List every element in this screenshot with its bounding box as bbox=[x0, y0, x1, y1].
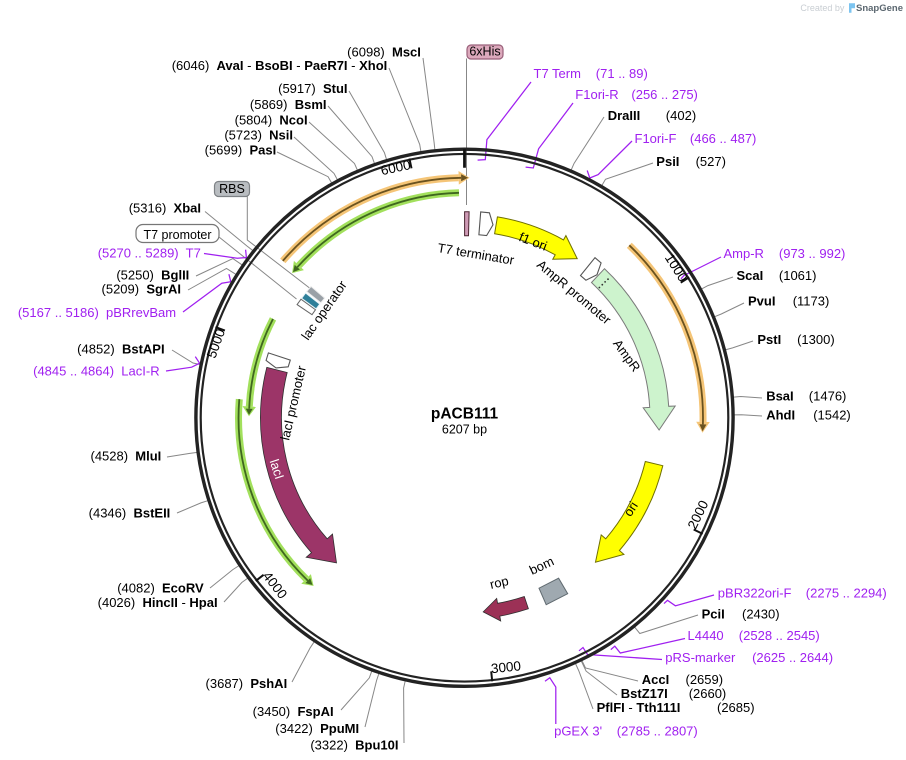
svg-text:(4082) EcoRV: (4082) EcoRV bbox=[117, 581, 204, 596]
svg-text:(5917) StuI: (5917) StuI bbox=[278, 81, 347, 96]
svg-text:(4026) HincII - HpaI: (4026) HincII - HpaI bbox=[98, 595, 218, 610]
svg-text:pGEX 3': pGEX 3' bbox=[554, 724, 602, 739]
svg-text:SnapGene: SnapGene bbox=[856, 3, 903, 14]
svg-text:(1061): (1061) bbox=[779, 268, 817, 283]
svg-text:(5869) BsmI: (5869) BsmI bbox=[250, 97, 327, 112]
svg-text:pRS-marker: pRS-marker bbox=[665, 650, 736, 665]
svg-text:ScaI: ScaI bbox=[737, 268, 764, 283]
svg-text:6207 bp: 6207 bp bbox=[442, 423, 487, 437]
svg-text:(3422) PpuMI: (3422) PpuMI bbox=[275, 721, 359, 736]
svg-text:3000: 3000 bbox=[490, 658, 521, 676]
svg-text:(1542): (1542) bbox=[813, 408, 851, 423]
svg-text:(4528) MluI: (4528) MluI bbox=[90, 449, 161, 464]
svg-text:6000: 6000 bbox=[379, 157, 412, 178]
svg-text:(6098) MscI: (6098) MscI bbox=[347, 45, 421, 60]
svg-text:PstI: PstI bbox=[757, 332, 781, 347]
svg-text:RBS: RBS bbox=[219, 182, 245, 196]
svg-text:(466 .. 487): (466 .. 487) bbox=[690, 131, 757, 146]
svg-text:(4845 .. 4864) LacI-R: (4845 .. 4864) LacI-R bbox=[33, 364, 159, 379]
svg-text:AccI: AccI bbox=[642, 672, 669, 687]
svg-text:6xHis: 6xHis bbox=[469, 45, 500, 59]
svg-text:Created by: Created by bbox=[800, 3, 845, 13]
svg-text:(5804) NcoI: (5804) NcoI bbox=[235, 113, 308, 128]
svg-text:F1ori-R: F1ori-R bbox=[575, 87, 618, 102]
svg-text:(1173): (1173) bbox=[793, 294, 830, 309]
svg-text:pACB111: pACB111 bbox=[431, 406, 499, 423]
svg-text:(527): (527) bbox=[696, 154, 726, 169]
svg-text:L4440: L4440 bbox=[688, 628, 724, 643]
svg-text:(2659): (2659) bbox=[686, 672, 724, 687]
svg-text:(3687) PshAI: (3687) PshAI bbox=[206, 676, 288, 691]
svg-text:PsiI: PsiI bbox=[656, 154, 679, 169]
svg-text:(5270 .. 5289) T7: (5270 .. 5289) T7 bbox=[98, 246, 201, 261]
svg-text:(2528 .. 2545): (2528 .. 2545) bbox=[739, 628, 820, 643]
svg-text:F1ori-F: F1ori-F bbox=[635, 131, 677, 146]
svg-text:(3322) Bpu10I: (3322) Bpu10I bbox=[310, 738, 398, 753]
svg-text:(2625 .. 2644): (2625 .. 2644) bbox=[752, 650, 833, 665]
svg-text:(5250) BglII: (5250) BglII bbox=[116, 268, 189, 283]
svg-text:(2785 .. 2807): (2785 .. 2807) bbox=[617, 724, 698, 739]
svg-text:(5167 .. 5186) pBRrevBam: (5167 .. 5186) pBRrevBam bbox=[18, 305, 176, 320]
svg-text:lacI: lacI bbox=[267, 457, 288, 481]
svg-text:(4852) BstAPI: (4852) BstAPI bbox=[77, 342, 164, 357]
svg-text:Amp-R: Amp-R bbox=[724, 246, 764, 261]
svg-text:BsaI: BsaI bbox=[766, 389, 793, 404]
svg-text:PflFI - Tth111I: PflFI - Tth111I bbox=[597, 700, 681, 715]
svg-text:(1300): (1300) bbox=[797, 332, 835, 347]
svg-text:AhdI: AhdI bbox=[766, 408, 795, 423]
svg-text:(5699) PasI: (5699) PasI bbox=[205, 143, 277, 158]
svg-text:(2430): (2430) bbox=[742, 607, 780, 622]
svg-text:(6046) AvaI - BsoBI - PaeR7I: (6046) AvaI - BsoBI - PaeR7I - XhoI bbox=[172, 58, 388, 73]
svg-text:BstZ17I: BstZ17I bbox=[621, 686, 668, 701]
svg-text:(2660): (2660) bbox=[689, 686, 727, 701]
svg-text:(2685): (2685) bbox=[717, 700, 755, 715]
svg-text:(71 .. 89): (71 .. 89) bbox=[596, 66, 648, 81]
svg-text:(3450) FspAI: (3450) FspAI bbox=[253, 704, 334, 719]
svg-text:(973 .. 992): (973 .. 992) bbox=[779, 246, 846, 261]
svg-text:(5316) XbaI: (5316) XbaI bbox=[129, 201, 201, 216]
svg-text:ori: ori bbox=[620, 499, 641, 519]
svg-text:(5209) SgrAI: (5209) SgrAI bbox=[102, 282, 181, 297]
svg-text:(2275 .. 2294): (2275 .. 2294) bbox=[806, 586, 887, 601]
svg-text:T7 Term: T7 Term bbox=[534, 66, 581, 81]
svg-text:PciI: PciI bbox=[702, 607, 725, 622]
svg-text:(256 .. 275): (256 .. 275) bbox=[631, 87, 698, 102]
svg-text:(402): (402) bbox=[666, 108, 696, 123]
svg-text:(5723) NsiI: (5723) NsiI bbox=[224, 128, 293, 143]
svg-text:pBR322ori-F: pBR322ori-F bbox=[718, 586, 792, 601]
svg-text:T7 promoter: T7 promoter bbox=[143, 228, 211, 242]
svg-text:rop: rop bbox=[488, 573, 510, 592]
svg-text:(4346) BstEII: (4346) BstEII bbox=[89, 506, 171, 521]
svg-text:(1476): (1476) bbox=[809, 389, 847, 404]
svg-text:DraIII: DraIII bbox=[608, 108, 641, 123]
svg-text:PvuI: PvuI bbox=[748, 294, 775, 309]
